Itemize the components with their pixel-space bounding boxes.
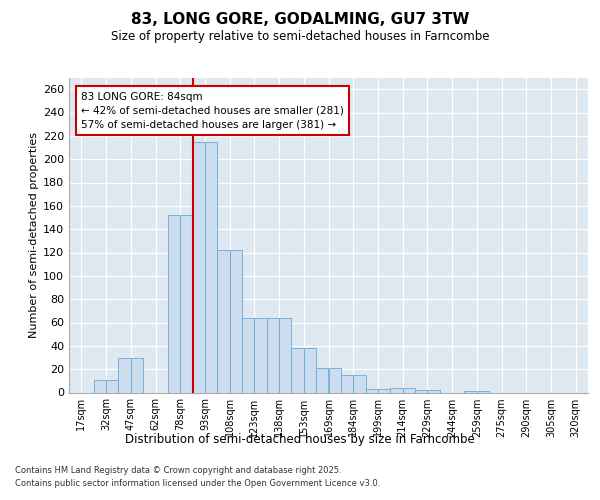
Bar (365, 389, 378, 392)
Bar (292, 348, 304, 393)
Bar (390, 388, 403, 392)
Bar (427, 390, 440, 392)
Bar (279, 318, 292, 392)
Bar (242, 318, 254, 392)
Bar (316, 368, 329, 392)
Y-axis label: Number of semi-detached properties: Number of semi-detached properties (29, 132, 39, 338)
Bar (304, 348, 316, 393)
Bar (341, 375, 353, 392)
Bar (180, 215, 193, 392)
Text: Contains public sector information licensed under the Open Government Licence v3: Contains public sector information licen… (15, 478, 380, 488)
Text: 83, LONG GORE, GODALMING, GU7 3TW: 83, LONG GORE, GODALMING, GU7 3TW (131, 12, 469, 28)
Bar (254, 318, 267, 392)
Text: 83 LONG GORE: 84sqm
← 42% of semi-detached houses are smaller (281)
57% of semi-: 83 LONG GORE: 84sqm ← 42% of semi-detach… (82, 92, 344, 130)
Bar (106, 380, 118, 392)
Bar (217, 250, 230, 392)
Bar (118, 358, 131, 392)
Bar (267, 318, 279, 392)
Bar (193, 142, 205, 392)
Text: Size of property relative to semi-detached houses in Farncombe: Size of property relative to semi-detach… (111, 30, 489, 43)
Bar (403, 388, 415, 392)
Bar (131, 358, 143, 392)
Bar (94, 380, 106, 392)
Text: Distribution of semi-detached houses by size in Farncombe: Distribution of semi-detached houses by … (125, 432, 475, 446)
Text: Contains HM Land Registry data © Crown copyright and database right 2025.: Contains HM Land Registry data © Crown c… (15, 466, 341, 475)
Bar (415, 390, 427, 392)
Bar (353, 375, 365, 392)
Bar (168, 215, 180, 392)
Bar (329, 368, 341, 392)
Bar (230, 250, 242, 392)
Bar (378, 389, 390, 392)
Bar (205, 142, 217, 392)
